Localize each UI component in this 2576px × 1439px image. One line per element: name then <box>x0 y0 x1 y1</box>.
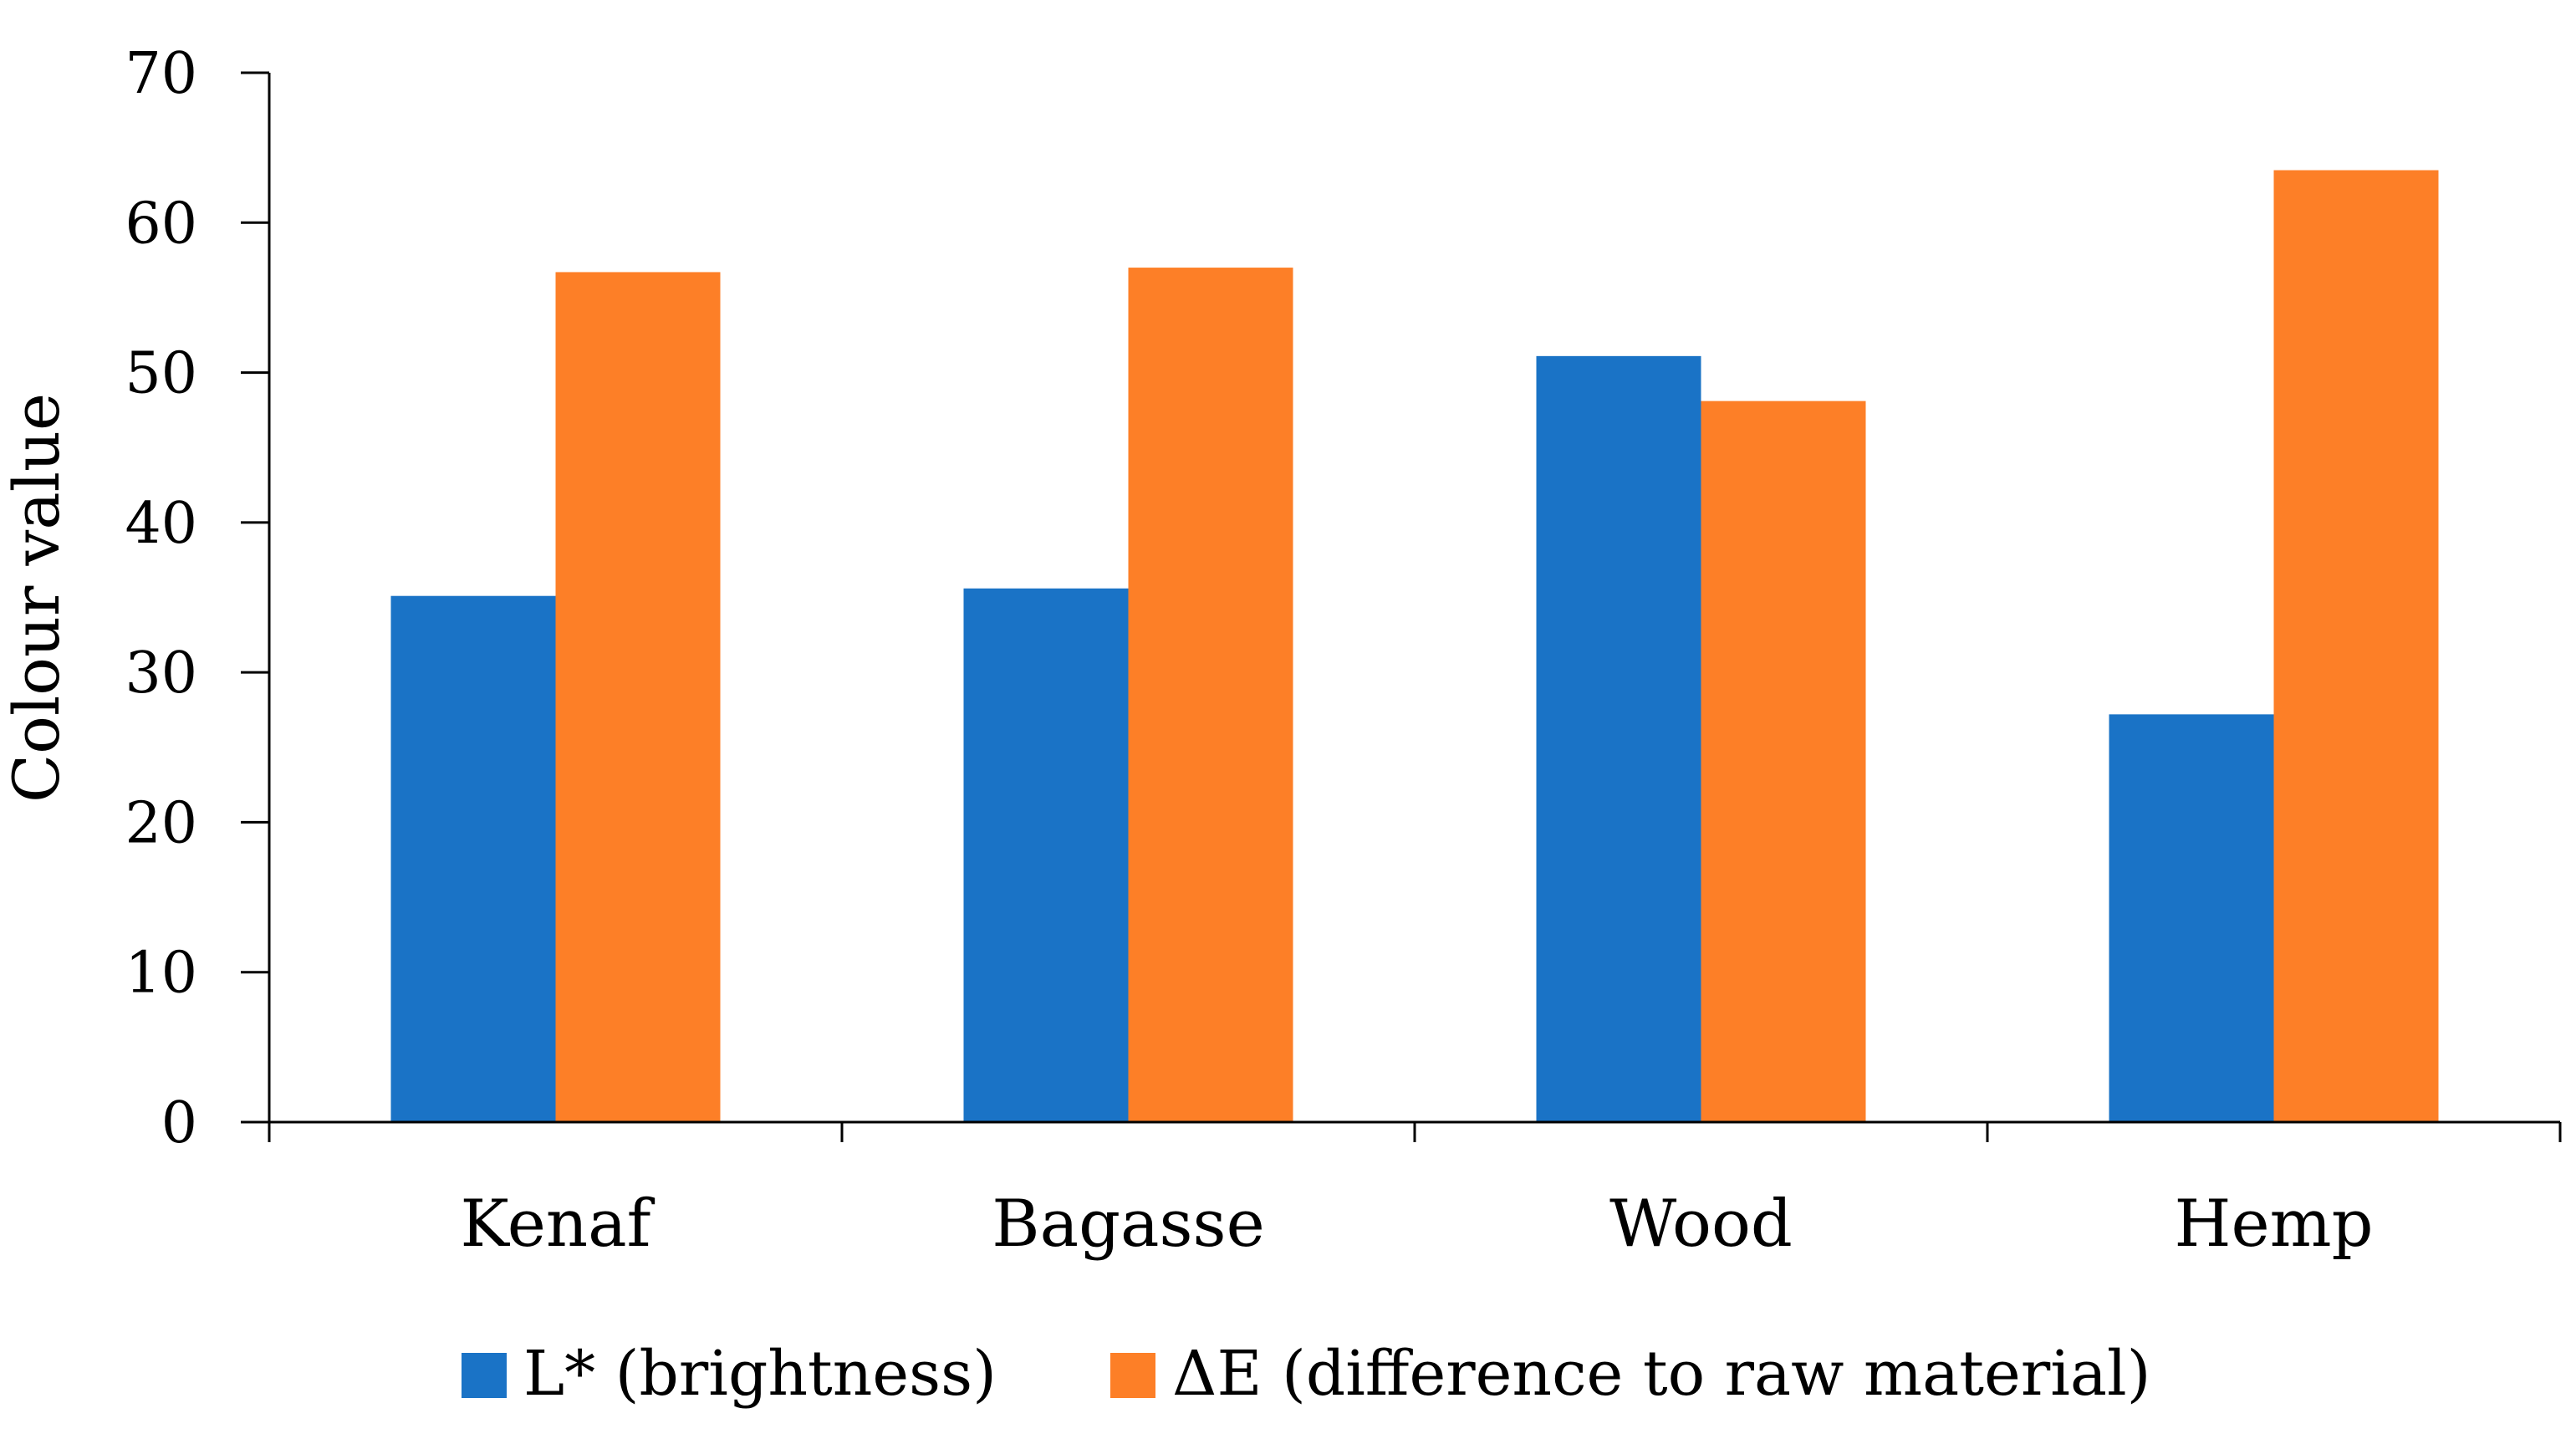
category-labels-group: Kenaf Bagasse Wood Hemp <box>461 1186 2374 1262</box>
y-tick-label-30: 30 <box>125 640 197 707</box>
y-ticks-group: 0 10 20 30 40 50 60 70 <box>125 41 269 1156</box>
legend-swatch-series-2 <box>1110 1353 1155 1398</box>
y-tick-label-60: 60 <box>125 191 197 257</box>
y-tick-label-0: 0 <box>161 1090 197 1156</box>
y-tick-label-20: 20 <box>125 790 197 856</box>
bar-kenaf-series-1 <box>390 595 556 1122</box>
legend-label-series-2: ΔE (difference to raw material) <box>1172 1338 2151 1410</box>
bar-wood-series-1 <box>1536 355 1701 1123</box>
y-tick-label-10: 10 <box>125 941 197 1007</box>
category-label-hemp: Hemp <box>2174 1186 2373 1262</box>
bar-hemp-series-2 <box>2273 170 2439 1122</box>
bar-kenaf-series-2 <box>555 272 721 1122</box>
y-tick-label-40: 40 <box>125 491 197 557</box>
category-label-kenaf: Kenaf <box>461 1186 655 1262</box>
y-tick-label-70: 70 <box>125 41 197 107</box>
legend-swatch-series-1 <box>462 1353 507 1398</box>
category-label-wood: Wood <box>1609 1186 1793 1262</box>
category-label-bagasse: Bagasse <box>992 1186 1264 1262</box>
axes-group <box>268 73 2562 1142</box>
legend: L* (brightness) ΔE (difference to raw mat… <box>462 1338 2151 1410</box>
legend-label-series-1: L* (brightness) <box>523 1338 997 1410</box>
bar-bagasse-series-1 <box>963 588 1129 1122</box>
y-axis-title: Colour value <box>0 393 74 803</box>
y-tick-label-50: 50 <box>125 341 197 407</box>
bar-hemp-series-1 <box>2109 714 2274 1122</box>
bar-bagasse-series-2 <box>1128 268 1293 1123</box>
bar-wood-series-2 <box>1701 401 1866 1122</box>
bars-group <box>390 170 2439 1123</box>
